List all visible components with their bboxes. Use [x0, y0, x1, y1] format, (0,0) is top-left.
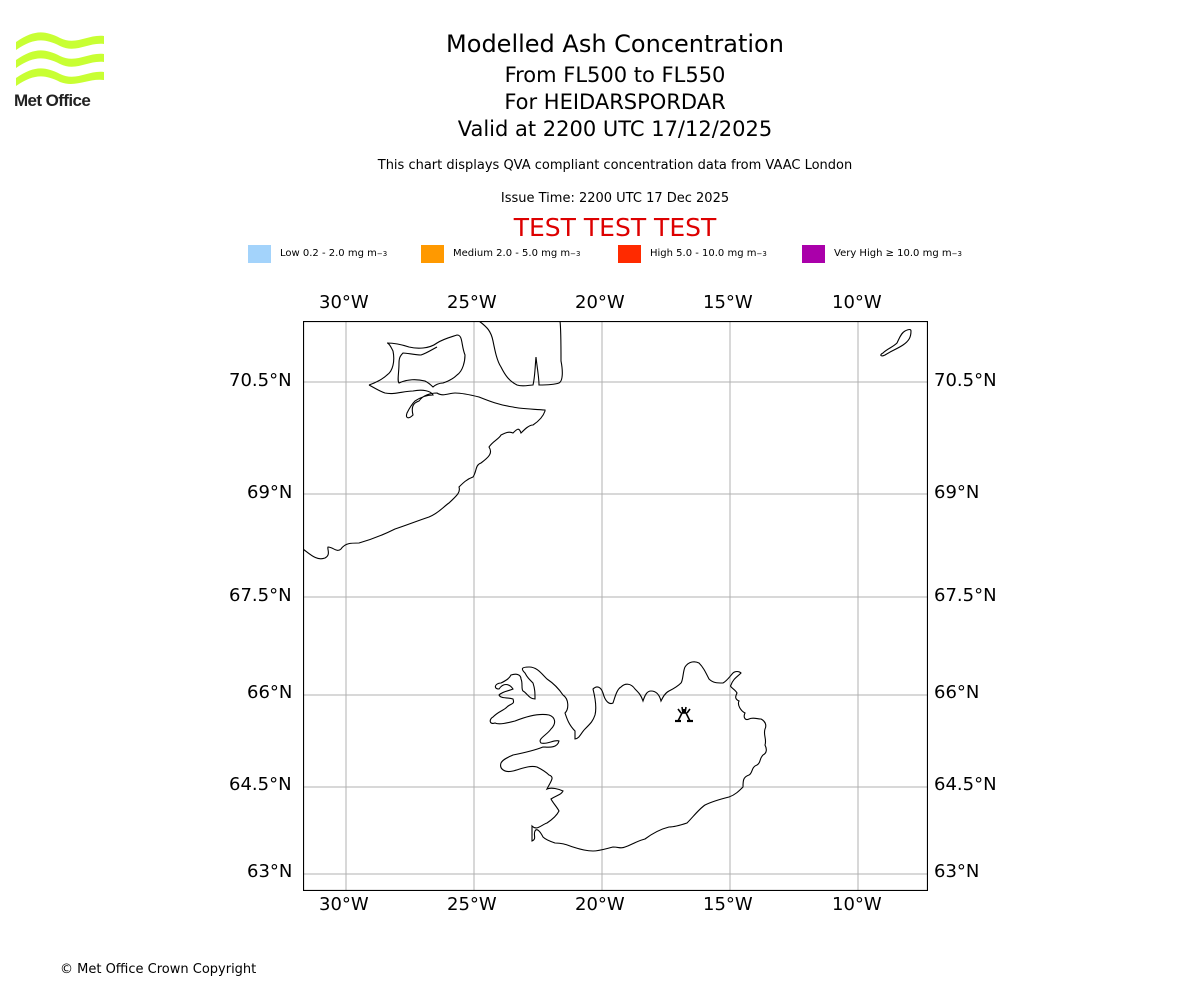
lat-tick-right: 64.5°N: [934, 774, 997, 795]
lon-tick-top: 25°W: [447, 292, 497, 313]
lat-tick-right: 66°N: [934, 682, 980, 703]
lat-tick-left: 70.5°N: [229, 370, 292, 391]
map-panel[interactable]: [303, 321, 928, 891]
coastlines: [303, 321, 912, 852]
lat-tick-right: 70.5°N: [934, 370, 997, 391]
lon-tick-bottom: 10°W: [832, 894, 882, 915]
lat-tick-right: 69°N: [934, 482, 980, 503]
logo-text: Met Office: [14, 91, 91, 110]
legend-item-low: Low 0.2 - 2.0 mg m −3: [248, 244, 387, 263]
lon-tick-bottom: 15°W: [703, 894, 753, 915]
legend-swatch-medium: [421, 244, 444, 263]
chart-title: Modelled Ash Concentration: [446, 30, 784, 58]
legend-label: High 5.0 - 10.0 mg m: [650, 248, 757, 259]
legend-label: Medium 2.0 - 5.0 mg m: [453, 248, 571, 259]
legend-item-high: High 5.0 - 10.0 mg m −3: [618, 244, 767, 263]
lon-tick-bottom: 30°W: [319, 894, 369, 915]
lon-tick-bottom: 25°W: [447, 894, 497, 915]
legend-unit-exponent: −3: [951, 249, 962, 258]
volcano-icon: [675, 706, 693, 723]
issue-time: Issue Time: 2200 UTC 17 Dec 2025: [500, 191, 730, 206]
valid-time: Valid at 2200 UTC 17/12/2025: [457, 117, 773, 141]
legend-unit-exponent: −3: [570, 249, 581, 258]
copyright-text: © Met Office Crown Copyright: [60, 962, 257, 977]
test-banner: TEST TEST TEST: [513, 213, 717, 242]
legend-unit-exponent: −3: [376, 249, 388, 258]
volcano-name: For HEIDARSPORDAR: [504, 90, 726, 114]
lon-tick-bottom: 20°W: [575, 894, 625, 915]
lat-tick-right: 67.5°N: [934, 585, 997, 606]
lat-tick-left: 63°N: [247, 861, 293, 882]
lat-tick-left: 66°N: [247, 682, 293, 703]
legend-swatch-high: [618, 244, 641, 263]
lon-tick-top: 20°W: [575, 292, 625, 313]
gridlines: [303, 321, 928, 891]
lat-tick-left: 64.5°N: [229, 774, 292, 795]
flight-level-range: From FL500 to FL550: [504, 63, 726, 87]
legend-swatch-low: [248, 244, 271, 263]
met-office-logo-icon: [16, 32, 104, 86]
legend-swatch-very-high: [802, 244, 825, 263]
lat-tick-left: 67.5°N: [229, 585, 292, 606]
lon-tick-top: 30°W: [319, 292, 369, 313]
lat-tick-left: 69°N: [247, 482, 293, 503]
legend-unit-exponent: −3: [756, 249, 767, 258]
legend-label: Very High ≥ 10.0 mg m: [834, 248, 952, 259]
map-frame: [303, 321, 928, 891]
lon-tick-top: 15°W: [703, 292, 753, 313]
legend-item-very-high: Very High ≥ 10.0 mg m −3: [802, 244, 962, 263]
chart-description: This chart displays QVA compliant concen…: [377, 158, 853, 173]
legend-label: Low 0.2 - 2.0 mg m: [280, 248, 377, 259]
legend-item-medium: Medium 2.0 - 5.0 mg m −3: [421, 244, 580, 263]
lon-tick-top: 10°W: [832, 292, 882, 313]
lat-tick-right: 63°N: [934, 861, 980, 882]
